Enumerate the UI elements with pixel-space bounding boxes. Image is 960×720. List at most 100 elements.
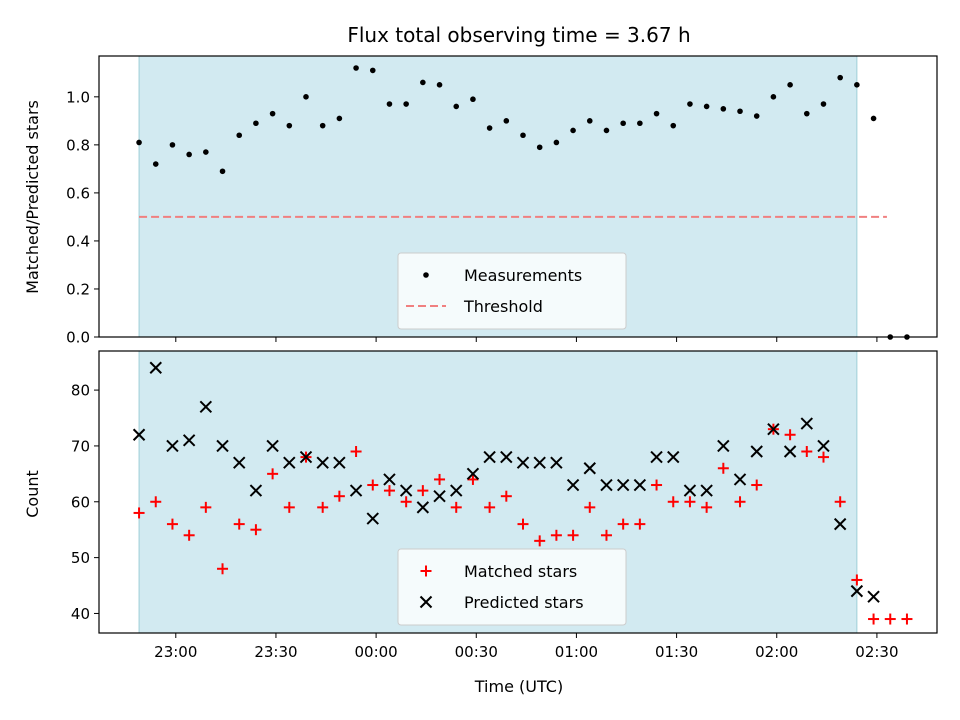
bottom-ytick-label-1: 50 — [71, 549, 90, 567]
bottom-series-1-point-41 — [817, 439, 830, 453]
bottom-series-1-point-32-b — [667, 450, 680, 464]
bottom-series-1-point-40 — [800, 417, 813, 430]
top-series-0-point-27 — [586, 118, 593, 124]
bottom-series-1-point-5-b — [216, 439, 229, 453]
bottom-series-1-point-37 — [750, 445, 763, 458]
bottom-series-1-point-22-b — [500, 450, 513, 464]
bottom-series-1-point-10 — [299, 450, 313, 464]
top-series-0-point-14 — [369, 67, 376, 74]
bottom-series-1-point-7-b — [249, 484, 263, 497]
xtick-label-1: 23:30 — [254, 643, 297, 661]
top-legend-label-1: Threshold — [463, 297, 543, 316]
bottom-series-0-point-41 — [817, 451, 829, 463]
top-ytick-label-2: 0.4 — [66, 232, 90, 250]
bottom-series-0-point-24 — [534, 535, 546, 547]
bottom-series-1-point-35-b — [717, 439, 730, 453]
bottom-series-0-point-22 — [500, 490, 512, 502]
bottom-series-0-point-12 — [333, 490, 345, 502]
bottom-series-1-point-34-b — [700, 484, 713, 497]
bottom-series-1-point-0-b — [132, 428, 146, 441]
bottom-series-0-point-26 — [567, 529, 579, 541]
bottom-series-1-point-42 — [833, 517, 847, 531]
bottom-series-1-point-6-b — [233, 456, 246, 469]
bottom-series-2-point-0-b — [867, 590, 880, 603]
bottom-series-1-point-2-b — [166, 439, 179, 453]
top-legend-marker-0 — [423, 272, 429, 278]
bottom-series-1-point-11 — [316, 456, 329, 469]
bottom-series-0-point-42 — [834, 496, 846, 508]
bottom-series-1-point-24-b — [533, 456, 546, 469]
bottom-series-1-point-30-b — [633, 478, 647, 492]
bottom-series-3-point-0 — [901, 613, 913, 625]
bottom-series-0-point-0 — [133, 507, 145, 519]
top-legend-box — [397, 252, 627, 330]
bottom-series-0-point-45 — [884, 613, 896, 625]
bottom-series-0-point-32 — [667, 496, 679, 508]
bottom-series-0-point-5 — [217, 563, 229, 575]
top-series-0-point-29 — [620, 120, 626, 127]
bottom-series-1-point-38 — [767, 422, 780, 436]
bottom-series-1-point-37-b — [750, 445, 763, 458]
bottom-series-2-point-0 — [867, 590, 880, 603]
bottom-series-0-point-43 — [851, 574, 863, 586]
top-series-0-point-15 — [386, 101, 393, 107]
top-ytick-label-0: 0.0 — [66, 329, 90, 347]
bottom-ytick-label-4: 80 — [71, 382, 90, 400]
bottom-series-0-point-37 — [751, 479, 763, 491]
xtick-label-5: 01:30 — [655, 643, 698, 661]
bottom-series-0-point-33 — [684, 496, 696, 508]
bottom-series-1-point-8 — [266, 439, 279, 453]
bottom-series-0-point-36 — [734, 496, 746, 508]
bottom-series-1-point-26-b — [566, 478, 580, 492]
bottom-series-1-point-23 — [516, 456, 530, 469]
bottom-series-1-point-14-b — [366, 512, 379, 525]
bottom-series-1-point-25-b — [550, 456, 563, 469]
bottom-axes-frame — [98, 350, 938, 634]
bottom-series-1-point-16-b — [399, 484, 413, 497]
bottom-legend-label-0: Matched stars — [464, 562, 577, 581]
top-panel: 0.0 0.2 0.4 0.6 0.8 1.0 Measurements Threshold — [66, 55, 938, 347]
bottom-series-1-point-43 — [850, 584, 864, 598]
top-series-0-point-43 — [854, 82, 860, 88]
bottom-series-0-point-15 — [383, 485, 395, 497]
bottom-series-0-point-18 — [434, 473, 446, 485]
bottom-series-1-point-33-b — [683, 484, 697, 497]
bottom-series-1-point-19 — [450, 484, 463, 497]
bottom-series-1-point-29 — [616, 478, 630, 492]
chart-title: Flux total observing time = 3.67 h — [347, 23, 690, 47]
bottom-series-1-point-27 — [583, 462, 596, 475]
bottom-series-1-point-4 — [199, 400, 213, 414]
top-series-0-point-2 — [169, 142, 176, 148]
top-series-0-point-32 — [670, 122, 677, 129]
top-series-0-point-9 — [286, 122, 293, 129]
bottom-series-0-point-3 — [183, 529, 195, 541]
xtick-label-6: 02:00 — [755, 643, 798, 661]
top-series-0-point-31 — [653, 110, 660, 117]
top-series-0-point-24 — [536, 144, 543, 151]
bottom-series-1-point-39-b — [783, 445, 797, 458]
top-series-0-point-5 — [219, 168, 226, 175]
bottom-series-1-point-13 — [349, 484, 363, 497]
top-axes-frame — [98, 55, 938, 338]
xtick-label-0: 23:00 — [154, 643, 197, 661]
bottom-ytick-label-3: 70 — [71, 437, 90, 455]
bottom-series-1-point-7 — [249, 484, 263, 497]
top-series-0-point-33 — [687, 101, 693, 107]
xtick-label-3: 00:30 — [455, 643, 498, 661]
bottom-series-1-point-36 — [733, 473, 747, 486]
bottom-series-1-point-25 — [550, 456, 563, 469]
top-series-0-point-11 — [319, 122, 326, 129]
bottom-series-1-point-1 — [149, 361, 162, 374]
bottom-series-1-point-40-b — [800, 417, 813, 430]
bottom-series-1-point-26 — [566, 478, 580, 492]
bottom-series-1-point-3 — [182, 434, 196, 447]
bottom-series-1-point-21 — [483, 450, 496, 464]
bottom-series-0-point-30 — [634, 518, 646, 530]
bottom-series-0-point-29 — [617, 518, 629, 530]
top-legend-item-1: Threshold — [406, 297, 543, 316]
bottom-series-1-point-3-b — [182, 434, 196, 447]
bottom-series-1-point-18-b — [433, 489, 446, 503]
bottom-series-1-point-20 — [466, 467, 480, 481]
bottom-series-0-point-20 — [467, 473, 479, 485]
top-series-0-point-13 — [353, 65, 359, 71]
